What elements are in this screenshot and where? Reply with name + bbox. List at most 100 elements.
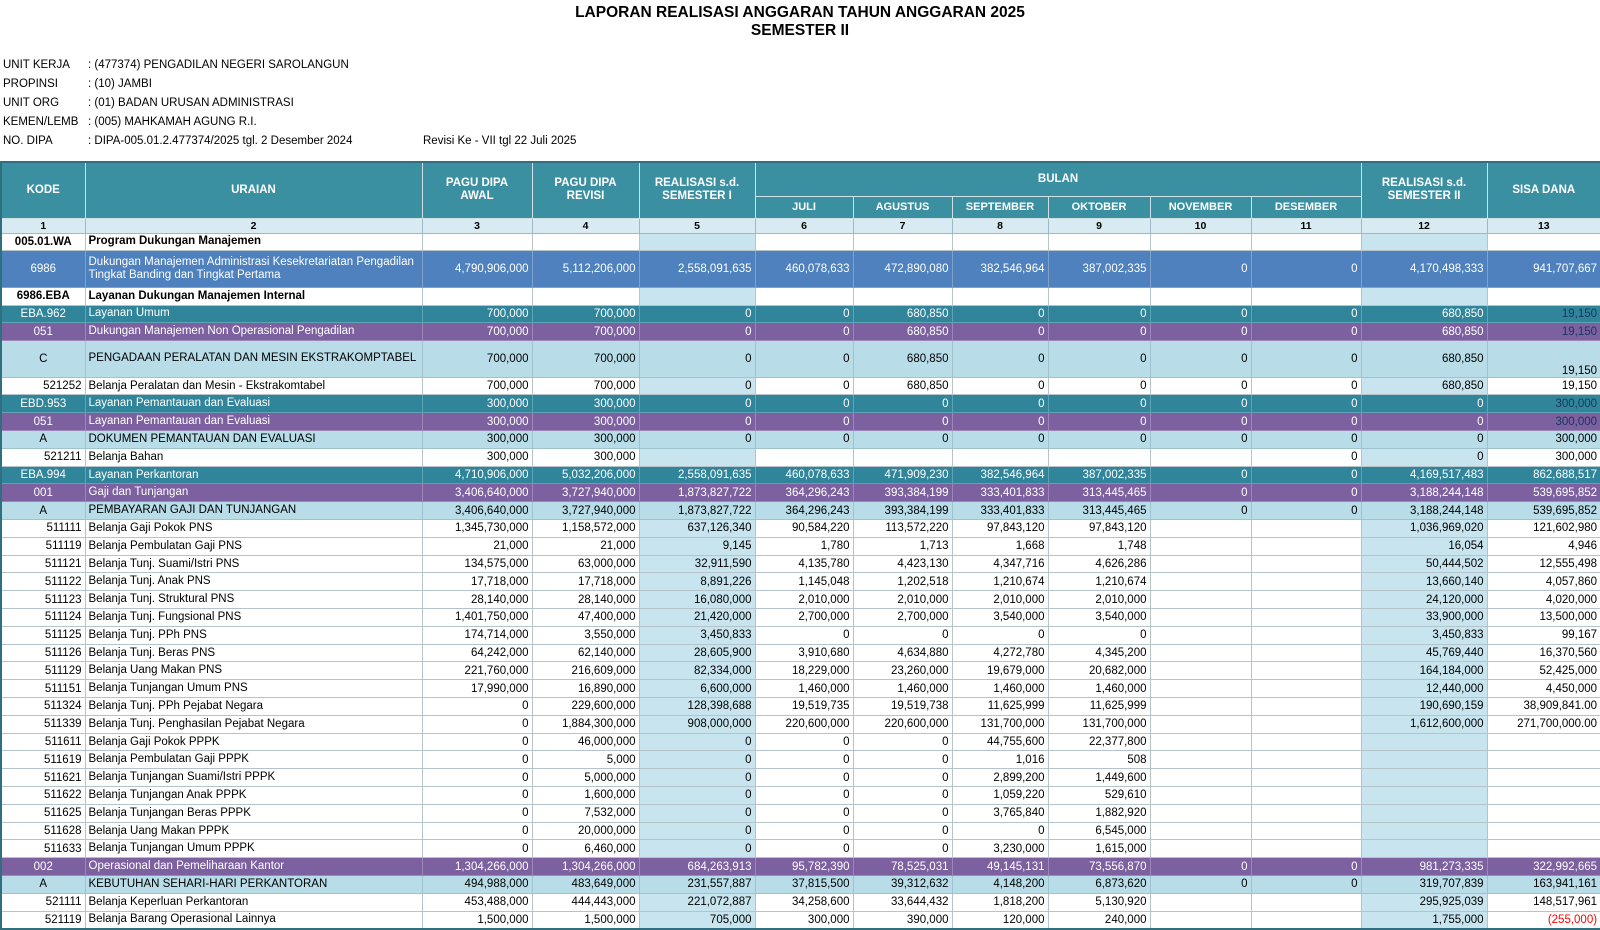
cell-pagu-awal: 0 (421, 768, 533, 788)
cell-agustus: 0 (852, 732, 953, 752)
cell-uraian: Belanja Uang Makan PNS (84, 661, 423, 681)
cell-oktober: 4,626,286 (1047, 554, 1151, 574)
cell-november (1149, 839, 1252, 859)
cell-juli: 2,010,000 (754, 590, 854, 610)
cell-pagu-awal: 0 (421, 732, 533, 752)
cell-juli (754, 232, 854, 252)
cell-september: 0 (951, 340, 1049, 378)
cell-pagu-awal: 494,988,000 (421, 875, 533, 894)
cell-agustus: 0 (852, 839, 953, 859)
cell-desember: 0 (1250, 250, 1362, 288)
cell-pagu-revisi: 46,000,000 (531, 732, 640, 752)
cell-uraian: Layanan Dukungan Manajemen Internal (84, 286, 423, 306)
cell-juli: 0 (754, 786, 854, 805)
cell-desember (1250, 714, 1362, 734)
cell-sisa-dana: 12,555,498 (1486, 554, 1600, 574)
report-title-line2: SEMESTER II (750, 22, 850, 39)
cell-desember: 0 (1250, 430, 1362, 449)
cell-juli: 95,782,390 (754, 857, 854, 876)
cell-uraian: Operasional dan Pemeliharaan Kantor (84, 857, 423, 876)
cell-sisa-dana: 300,000 (1486, 430, 1600, 449)
cell-pagu-awal: 0 (421, 803, 533, 823)
info-line-kemen-lemb: KEMEN/LEMB: (005) MAHKAMAH AGUNG R.I. (3, 113, 1600, 132)
cell-kode: A (0, 875, 86, 894)
cell-realisasi-sem2: 295,925,039 (1360, 892, 1488, 912)
cell-realisasi-sem2 (1360, 286, 1488, 306)
info-line-no-dipa: NO. DIPA: DIPA-005.01.2.477374/2025 tgl.… (3, 132, 1600, 151)
cell-pagu-awal (421, 232, 533, 252)
cell-desember (1250, 661, 1362, 681)
cell-realisasi-sem1: 231,557,887 (638, 875, 756, 894)
cell-uraian: PEMBAYARAN GAJI DAN TUNJANGAN (84, 501, 423, 521)
cell-desember: 0 (1250, 447, 1362, 467)
cell-uraian: Belanja Gaji Pokok PNS (84, 519, 423, 538)
cell-desember: 0 (1250, 376, 1362, 396)
cell-agustus: 680,850 (852, 322, 953, 342)
cell-uraian: Belanja Tunjangan Suami/Istri PPPK (84, 768, 423, 788)
cell-uraian: Layanan Pemantauan dan Evaluasi (84, 394, 423, 414)
column-number: 7 (852, 217, 953, 234)
cell-kode: 511126 (0, 643, 86, 663)
cell-uraian: Layanan Pemantauan dan Evaluasi (84, 412, 423, 432)
cell-november (1149, 643, 1252, 663)
cell-realisasi-sem2: 319,707,839 (1360, 875, 1488, 894)
cell-september: 382,546,964 (951, 250, 1049, 288)
header-row-main: KODE URAIAN PAGU DIPA AWAL PAGU DIPA REV… (0, 161, 1600, 219)
cell-desember: 0 (1250, 322, 1362, 342)
cell-september: 3,540,000 (951, 608, 1049, 627)
cell-pagu-revisi: 1,304,266,000 (531, 857, 640, 876)
col-header-uraian: URAIAN (84, 161, 423, 219)
cell-juli: 0 (754, 768, 854, 788)
cell-realisasi-sem2: 1,755,000 (1360, 910, 1488, 930)
table-row: 001 Gaji dan Tunjangan 3,406,640,000 3,727,… (0, 483, 1600, 503)
cell-agustus: 220,600,000 (852, 714, 953, 734)
cell-realisasi-sem1: 1,873,827,722 (638, 501, 756, 521)
cell-sisa-dana (1486, 286, 1600, 306)
cell-uraian: Dukungan Manajemen Non Operasional Penga… (84, 322, 423, 342)
cell-realisasi-sem2 (1360, 786, 1488, 805)
cell-realisasi-sem1: 32,911,590 (638, 554, 756, 574)
cell-agustus: 33,644,432 (852, 892, 953, 912)
cell-september: 0 (951, 821, 1049, 841)
cell-realisasi-sem2: 1,036,969,020 (1360, 519, 1488, 538)
cell-pagu-revisi: 20,000,000 (531, 821, 640, 841)
cell-realisasi-sem1: 3,450,833 (638, 625, 756, 645)
cell-pagu-revisi: 700,000 (531, 304, 640, 324)
cell-oktober: 0 (1047, 340, 1151, 378)
cell-pagu-revisi: 700,000 (531, 376, 640, 396)
cell-realisasi-sem1: 0 (638, 322, 756, 342)
cell-sisa-dana: 163,941,161 (1486, 875, 1600, 894)
budget-table: KODE URAIAN PAGU DIPA AWAL PAGU DIPA REV… (0, 161, 1600, 930)
cell-pagu-revisi: 5,000 (531, 750, 640, 770)
table-row: 002 Operasional dan Pemeliharaan Kantor 1,… (0, 857, 1600, 876)
col-header-oktober: OKTOBER (1047, 195, 1151, 219)
cell-pagu-revisi: 700,000 (531, 322, 640, 342)
cell-realisasi-sem2: 45,769,440 (1360, 643, 1488, 663)
table-row: 511121 Belanja Tunj. Suami/Istri PNS 134,5… (0, 554, 1600, 574)
cell-kode: 511123 (0, 590, 86, 610)
cell-uraian: Belanja Tunj. Anak PNS (84, 572, 423, 592)
cell-realisasi-sem1 (638, 447, 756, 467)
cell-september: 4,148,200 (951, 875, 1049, 894)
cell-pagu-revisi: 300,000 (531, 394, 640, 414)
cell-kode: 511111 (0, 519, 86, 538)
cell-desember (1250, 286, 1362, 306)
cell-realisasi-sem2: 16,054 (1360, 536, 1488, 556)
table-row: A DOKUMEN PEMANTAUAN DAN EVALUASI 300,000 3… (0, 430, 1600, 449)
cell-november (1149, 750, 1252, 770)
cell-desember (1250, 519, 1362, 538)
cell-kode: 511151 (0, 679, 86, 699)
cell-september: 2,010,000 (951, 590, 1049, 610)
cell-kode: 511121 (0, 554, 86, 574)
cell-sisa-dana (1486, 786, 1600, 805)
cell-uraian: Belanja Tunj. PPh PNS (84, 625, 423, 645)
cell-realisasi-sem2: 3,450,833 (1360, 625, 1488, 645)
cell-realisasi-sem2: 0 (1360, 412, 1488, 432)
cell-pagu-revisi: 3,727,940,000 (531, 501, 640, 521)
cell-uraian: Belanja Gaji Pokok PPPK (84, 732, 423, 752)
cell-agustus: 2,700,000 (852, 608, 953, 627)
cell-realisasi-sem2 (1360, 232, 1488, 252)
cell-realisasi-sem1: 0 (638, 768, 756, 788)
cell-desember: 0 (1250, 857, 1362, 876)
table-row: 005.01.WA Program Dukungan Manajemen (0, 232, 1600, 252)
